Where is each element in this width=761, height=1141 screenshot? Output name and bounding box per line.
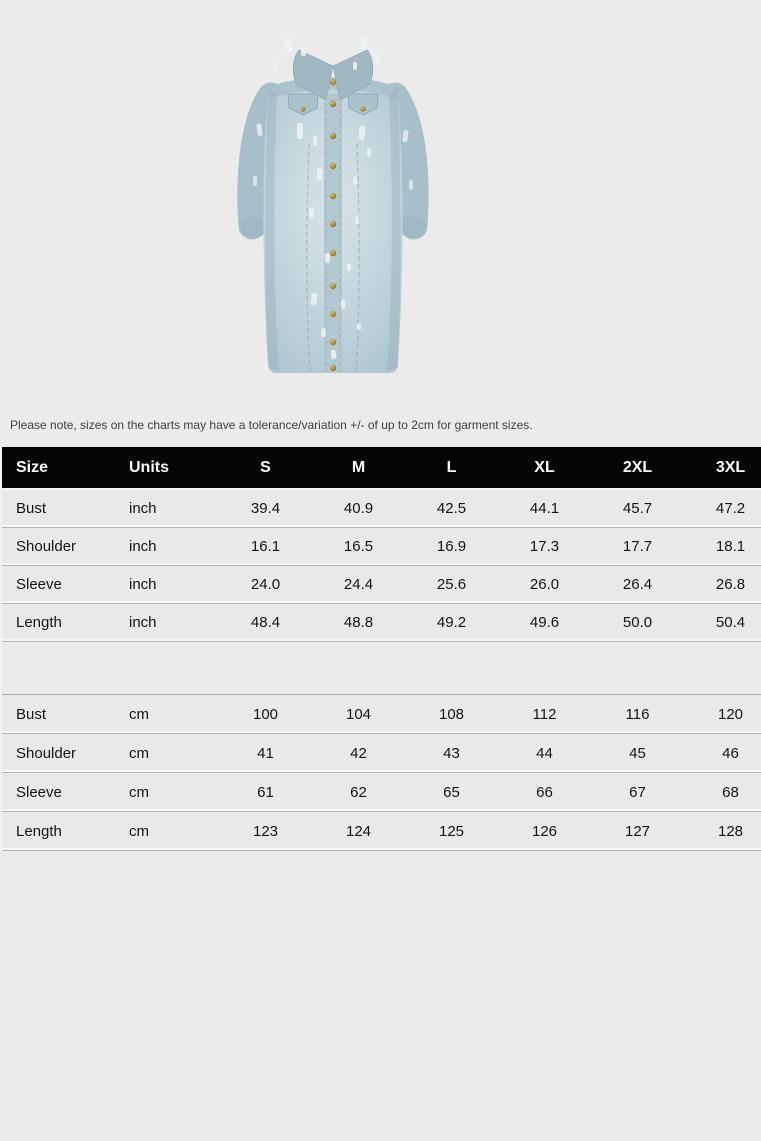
value-cell: 65 (405, 772, 498, 812)
value-cell: 16.9 (405, 527, 498, 566)
table-row-shoulder-inch: Shoulder inch 16.1 16.5 16.9 17.3 17.7 18.1 (2, 527, 761, 566)
value-cell: 49.2 (405, 603, 498, 642)
value-cell: 26.0 (498, 565, 591, 604)
column-header-s: S (219, 447, 312, 490)
unit-cell: cm (115, 733, 219, 773)
table-row-sleeve-cm: Sleeve cm 61 62 65 66 67 68 (2, 772, 761, 812)
unit-cell: inch (115, 565, 219, 604)
measurement-label: Bust (2, 489, 115, 528)
value-cell: 61 (219, 772, 312, 812)
table-header-row: Size Units S M L XL 2XL 3XL (2, 447, 761, 490)
value-cell: 112 (498, 694, 591, 734)
unit-cell: cm (115, 694, 219, 734)
value-cell: 16.5 (312, 527, 405, 566)
denim-jacket-illustration (237, 37, 429, 373)
measurement-label: Shoulder (2, 527, 115, 566)
value-cell: 50.4 (684, 603, 761, 642)
value-cell: 26.4 (591, 565, 684, 604)
table-row-shoulder-cm: Shoulder cm 41 42 43 44 45 46 (2, 733, 761, 773)
value-cell: 45.7 (591, 489, 684, 528)
column-header-m: M (312, 447, 405, 490)
value-cell: 120 (684, 694, 761, 734)
value-cell: 41 (219, 733, 312, 773)
column-header-l: L (405, 447, 498, 490)
tolerance-note: Please note, sizes on the charts may hav… (10, 418, 533, 432)
value-cell: 46 (684, 733, 761, 773)
value-cell: 127 (591, 811, 684, 851)
size-chart-table: Size Units S M L XL 2XL 3XL Bust inch 39.4 40.9 42.… (2, 447, 761, 851)
measurement-label: Length (2, 811, 115, 851)
value-cell: 108 (405, 694, 498, 734)
column-header-3xl: 3XL (684, 447, 761, 490)
table-row-length-inch: Length inch 48.4 48.8 49.2 49.6 50.0 50.4 (2, 603, 761, 642)
value-cell: 39.4 (219, 489, 312, 528)
value-cell: 18.1 (684, 527, 761, 566)
value-cell: 116 (591, 694, 684, 734)
value-cell: 104 (312, 694, 405, 734)
value-cell: 123 (219, 811, 312, 851)
value-cell: 50.0 (591, 603, 684, 642)
value-cell: 26.8 (684, 565, 761, 604)
section-spacer-row (2, 641, 761, 695)
table-body: Bust inch 39.4 40.9 42.5 44.1 45.7 47.2 Shoulder… (2, 489, 761, 851)
value-cell: 24.4 (312, 565, 405, 604)
column-header-xl: XL (498, 447, 591, 490)
size-chart: Size Units S M L XL 2XL 3XL Bust inch 39.4 40.9 42.… (0, 447, 761, 851)
measurement-label: Shoulder (2, 733, 115, 773)
column-header-size: Size (2, 447, 115, 490)
value-cell: 42.5 (405, 489, 498, 528)
value-cell: 125 (405, 811, 498, 851)
measurement-label: Length (2, 603, 115, 642)
column-header-2xl: 2XL (591, 447, 684, 490)
value-cell: 44 (498, 733, 591, 773)
value-cell: 66 (498, 772, 591, 812)
unit-cell: cm (115, 811, 219, 851)
value-cell: 128 (684, 811, 761, 851)
value-cell: 48.4 (219, 603, 312, 642)
value-cell: 124 (312, 811, 405, 851)
unit-cell: cm (115, 772, 219, 812)
measurement-label: Sleeve (2, 565, 115, 604)
value-cell: 68 (684, 772, 761, 812)
value-cell: 44.1 (498, 489, 591, 528)
value-cell: 42 (312, 733, 405, 773)
value-cell: 17.7 (591, 527, 684, 566)
value-cell: 43 (405, 733, 498, 773)
value-cell: 40.9 (312, 489, 405, 528)
value-cell: 16.1 (219, 527, 312, 566)
unit-cell: inch (115, 603, 219, 642)
column-header-units: Units (115, 447, 219, 490)
table-row-length-cm: Length cm 123 124 125 126 127 128 (2, 811, 761, 851)
spacer-cell (2, 641, 761, 695)
value-cell: 25.6 (405, 565, 498, 604)
value-cell: 24.0 (219, 565, 312, 604)
value-cell: 48.8 (312, 603, 405, 642)
unit-cell: inch (115, 527, 219, 566)
value-cell: 67 (591, 772, 684, 812)
value-cell: 47.2 (684, 489, 761, 528)
value-cell: 100 (219, 694, 312, 734)
value-cell: 126 (498, 811, 591, 851)
table-row-bust-inch: Bust inch 39.4 40.9 42.5 44.1 45.7 47.2 (2, 489, 761, 528)
value-cell: 45 (591, 733, 684, 773)
measurement-label: Sleeve (2, 772, 115, 812)
product-photo (213, 28, 453, 378)
value-cell: 62 (312, 772, 405, 812)
unit-cell: inch (115, 489, 219, 528)
table-row-bust-cm: Bust cm 100 104 108 112 116 120 (2, 694, 761, 734)
table-row-sleeve-inch: Sleeve inch 24.0 24.4 25.6 26.0 26.4 26.8 (2, 565, 761, 604)
measurement-label: Bust (2, 694, 115, 734)
value-cell: 49.6 (498, 603, 591, 642)
value-cell: 17.3 (498, 527, 591, 566)
